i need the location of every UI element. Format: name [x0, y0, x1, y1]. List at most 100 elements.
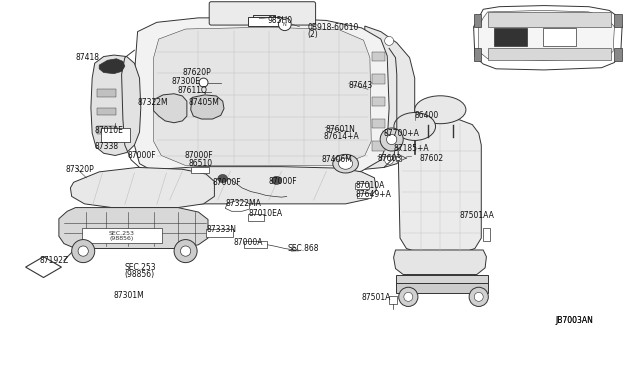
Polygon shape	[131, 167, 376, 204]
Text: 87320P: 87320P	[65, 165, 94, 174]
Bar	[97, 89, 116, 97]
Bar	[396, 156, 401, 161]
Circle shape	[399, 287, 418, 307]
Polygon shape	[91, 55, 141, 155]
Ellipse shape	[339, 158, 353, 169]
Text: 86400: 86400	[415, 111, 439, 120]
Bar	[82, 228, 162, 243]
Text: 87000A: 87000A	[234, 238, 263, 247]
Polygon shape	[225, 201, 250, 211]
Text: 87010A: 87010A	[355, 182, 385, 190]
Bar	[97, 126, 116, 134]
Text: 87649+A: 87649+A	[355, 190, 391, 199]
Bar	[614, 48, 622, 61]
Text: 87501AA: 87501AA	[460, 211, 494, 220]
Text: 87405M: 87405M	[189, 98, 220, 107]
Polygon shape	[365, 26, 415, 169]
Text: 87418: 87418	[76, 53, 100, 62]
Text: 87300E: 87300E	[172, 77, 200, 86]
Ellipse shape	[218, 174, 228, 183]
Text: 87192Z: 87192Z	[40, 256, 69, 265]
Bar	[474, 14, 481, 27]
Circle shape	[380, 128, 403, 151]
Text: 87010EA: 87010EA	[248, 209, 282, 218]
Circle shape	[385, 155, 394, 164]
Bar	[614, 14, 622, 27]
Text: 87603: 87603	[378, 154, 402, 163]
Circle shape	[385, 36, 394, 45]
Text: JB7003AN: JB7003AN	[556, 316, 593, 325]
Circle shape	[387, 134, 397, 145]
Polygon shape	[99, 59, 125, 74]
Bar	[389, 296, 397, 304]
Polygon shape	[398, 118, 481, 254]
Text: 87602: 87602	[419, 154, 444, 163]
Bar	[372, 52, 385, 61]
Text: 87501A: 87501A	[362, 293, 391, 302]
Bar	[372, 119, 385, 128]
Text: (98856): (98856)	[109, 236, 134, 241]
Circle shape	[78, 246, 88, 256]
Text: N: N	[283, 22, 287, 27]
Text: 87620P: 87620P	[182, 68, 211, 77]
Circle shape	[180, 246, 191, 256]
Ellipse shape	[333, 154, 358, 173]
Circle shape	[469, 287, 488, 307]
Text: 87406M: 87406M	[321, 155, 352, 164]
Text: SEC.868: SEC.868	[288, 244, 319, 253]
Bar	[97, 108, 116, 115]
Text: 87700+A: 87700+A	[384, 129, 420, 138]
Bar	[483, 228, 490, 241]
Bar	[488, 12, 611, 27]
Text: (2): (2)	[307, 30, 318, 39]
Bar	[206, 229, 233, 237]
Polygon shape	[26, 257, 61, 278]
Text: 87614+A: 87614+A	[323, 132, 359, 141]
Bar	[357, 193, 371, 198]
Bar	[543, 28, 576, 46]
Text: 985H0: 985H0	[268, 16, 292, 25]
Text: 87643: 87643	[349, 81, 373, 90]
Text: 87000F: 87000F	[128, 151, 157, 160]
Text: JB7003AN: JB7003AN	[556, 316, 593, 325]
Polygon shape	[134, 18, 389, 178]
Text: (98856): (98856)	[125, 270, 155, 279]
Polygon shape	[191, 95, 224, 119]
Text: 87322M: 87322M	[138, 98, 168, 107]
Bar	[244, 241, 267, 248]
Text: 87601N: 87601N	[325, 125, 355, 134]
Text: 87010E: 87010E	[95, 126, 124, 135]
FancyBboxPatch shape	[209, 2, 316, 25]
Polygon shape	[59, 208, 208, 248]
Ellipse shape	[272, 176, 282, 185]
Circle shape	[174, 240, 197, 263]
Bar	[494, 28, 527, 46]
Ellipse shape	[415, 96, 466, 124]
Bar	[355, 183, 369, 189]
Text: SEC.253: SEC.253	[109, 231, 134, 236]
Polygon shape	[154, 94, 187, 123]
Bar	[248, 214, 264, 221]
Text: 87000F: 87000F	[269, 177, 298, 186]
Circle shape	[72, 240, 95, 263]
Circle shape	[404, 292, 413, 301]
Bar	[248, 17, 282, 26]
Bar	[488, 48, 611, 60]
Bar	[396, 283, 488, 293]
Text: 87333N: 87333N	[206, 225, 236, 234]
Polygon shape	[70, 167, 214, 208]
Text: 87301M: 87301M	[114, 291, 145, 300]
Circle shape	[278, 18, 291, 31]
Circle shape	[199, 78, 208, 87]
Bar	[372, 74, 385, 84]
Bar	[191, 167, 209, 173]
Text: 87338: 87338	[95, 142, 119, 151]
Bar	[372, 141, 385, 151]
Text: 87185+A: 87185+A	[394, 144, 429, 153]
Polygon shape	[394, 250, 486, 275]
Polygon shape	[479, 10, 614, 60]
Text: 87000F: 87000F	[212, 178, 241, 187]
Bar	[474, 48, 481, 61]
Bar	[396, 275, 488, 285]
Text: 0B918-60610: 0B918-60610	[307, 23, 358, 32]
